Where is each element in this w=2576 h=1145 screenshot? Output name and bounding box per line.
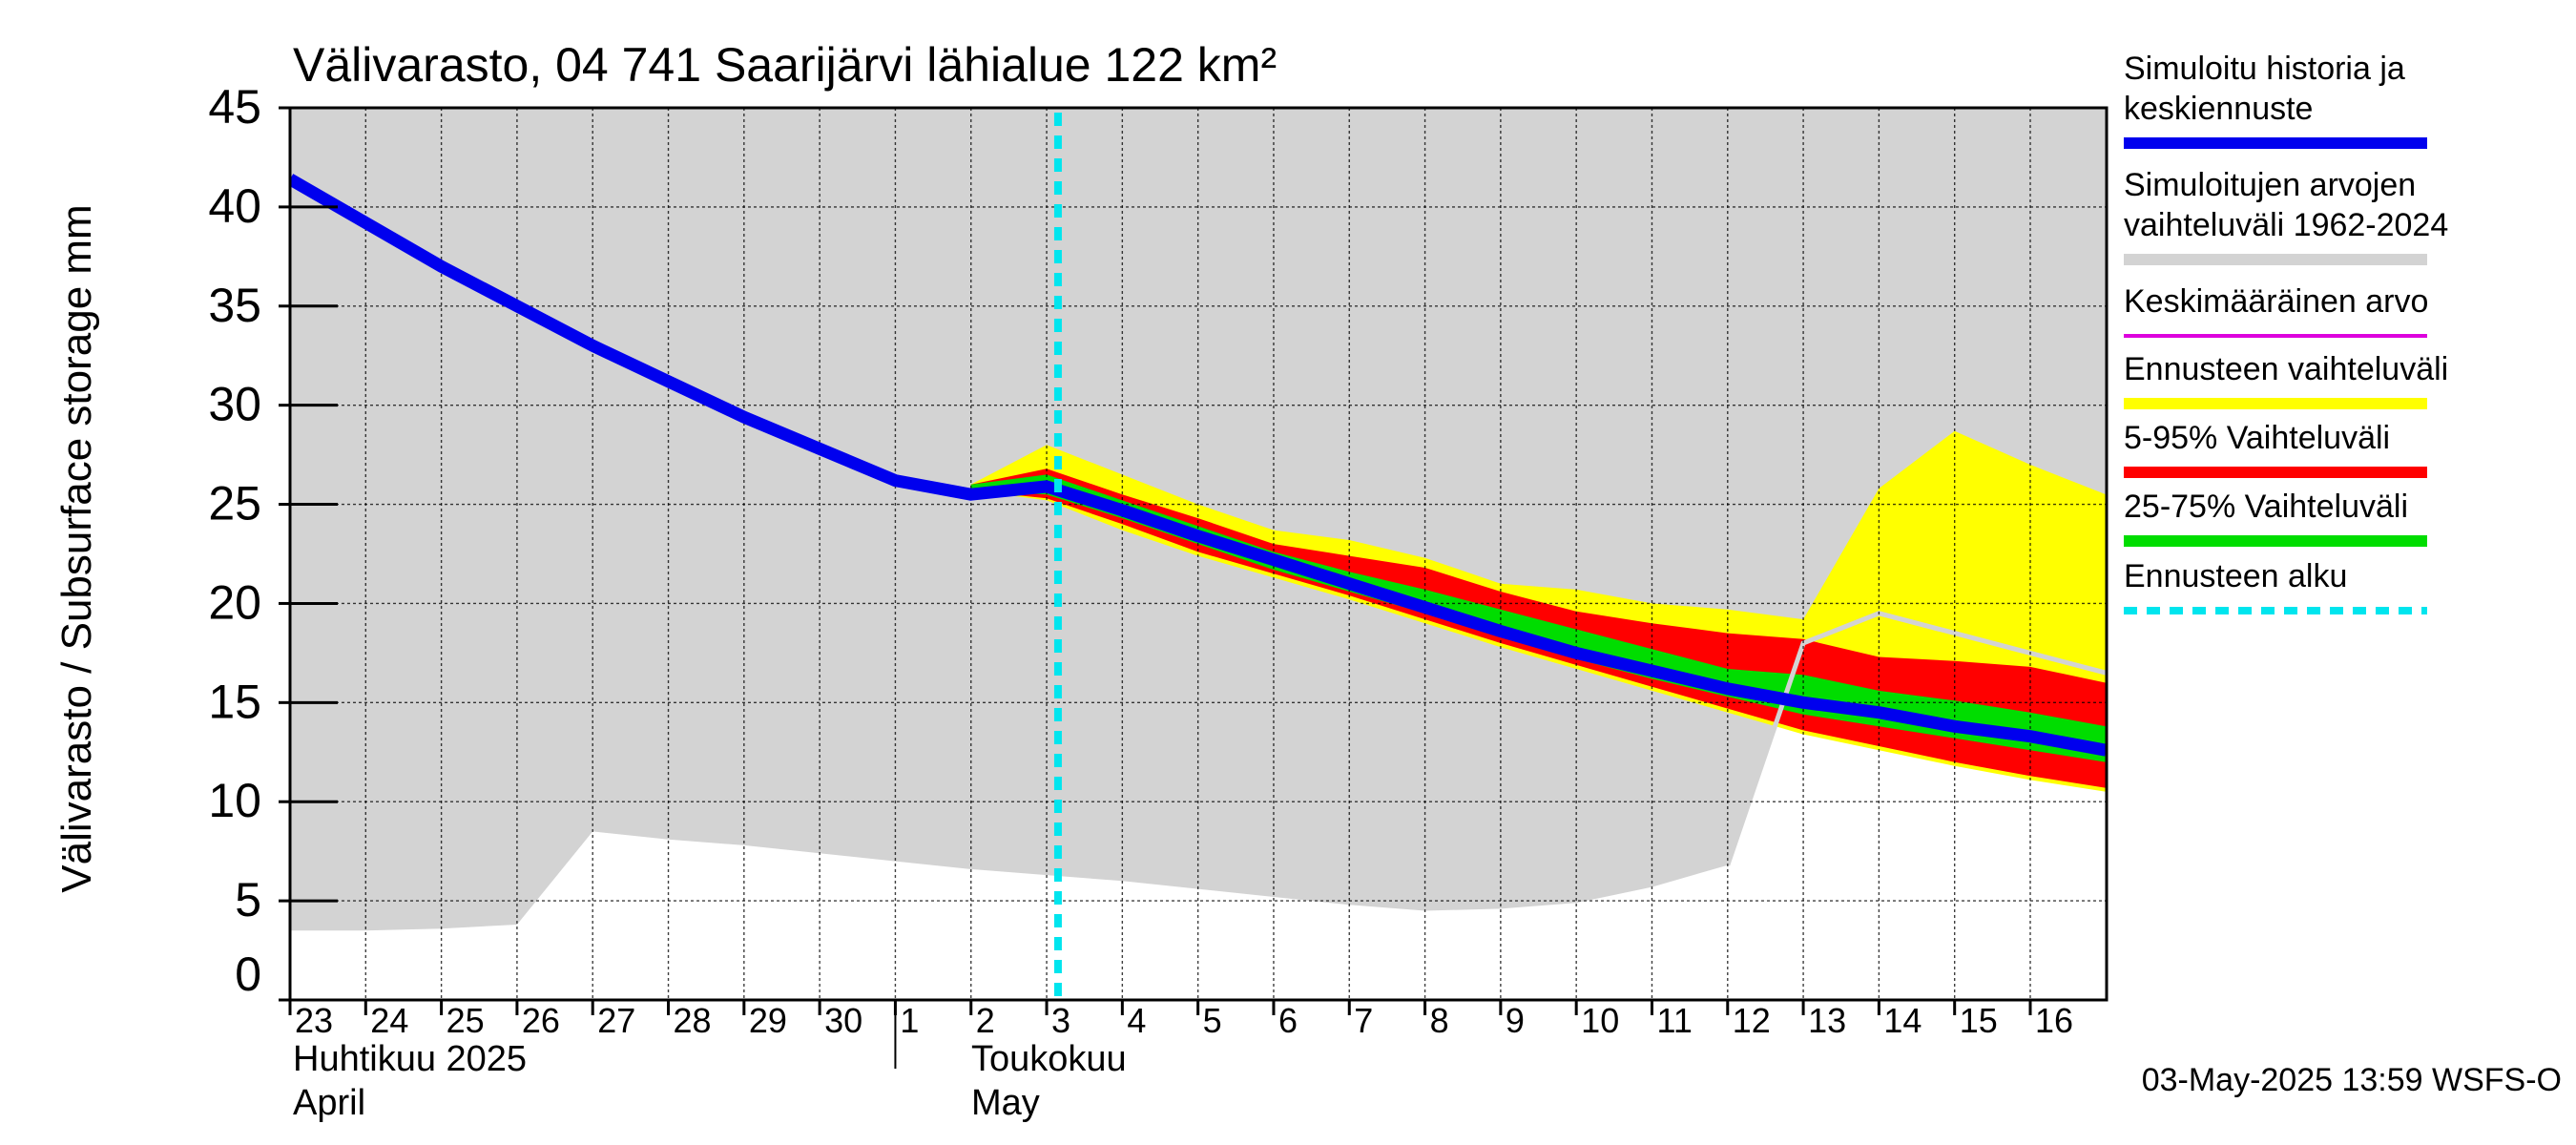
x-tick-label: 8	[1430, 1001, 1449, 1040]
x-tick-label: 15	[1960, 1001, 1998, 1040]
x-tick-label: 1	[900, 1001, 919, 1040]
historical-min-line	[1725, 611, 2107, 866]
x-tick-label: 13	[1808, 1001, 1846, 1040]
y-tick-label: 25	[208, 477, 261, 531]
y-tick-label: 30	[208, 378, 261, 431]
y-tick-label: 10	[208, 774, 261, 827]
legend-label: Simuloitu historia ja	[2124, 51, 2405, 87]
legend-item-simuloitu-historia-ja-keskiennuste: Simuloitu historia ja keskiennuste	[2124, 51, 2427, 149]
x-tick-label: 2	[976, 1001, 995, 1040]
x-tick-label: 23	[295, 1001, 333, 1040]
legend-label: Ennusteen alku	[2124, 558, 2347, 594]
chart-title: Välivarasto, 04 741 Saarijärvi lähialue …	[293, 38, 1277, 92]
y-tick-label: 5	[235, 873, 261, 926]
legend-label: Ennusteen vaihteluväli	[2124, 351, 2448, 387]
legend-label: Keskimääräinen arvo	[2124, 283, 2428, 320]
legend-item-ennusteen-alku: Ennusteen alku	[2124, 558, 2427, 614]
x-tick-label: 28	[674, 1001, 712, 1040]
month-label-april-fi: Huhtikuu 2025	[293, 1039, 527, 1079]
y-axis: 0 5 10 15 20 25 30 35 40 45	[208, 80, 338, 1002]
x-tick-label: 16	[2035, 1001, 2073, 1040]
legend-label: 25-75% Vaihteluväli	[2124, 489, 2408, 525]
y-tick-label: 0	[235, 947, 261, 1001]
legend-label: Simuloitujen arvojen	[2124, 167, 2416, 203]
y-axis-label: Välivarasto / Subsurface storage mm	[53, 204, 100, 892]
legend-item-ennusteen-vaihteluv-li: Ennusteen vaihteluväli	[2124, 351, 2448, 409]
y-tick-label: 15	[208, 675, 261, 728]
x-tick-label: 29	[749, 1001, 787, 1040]
x-tick-label: 9	[1506, 1001, 1525, 1040]
legend: Simuloitu historia jakeskiennusteSimuloi…	[2124, 51, 2448, 614]
x-tick-label: 3	[1051, 1001, 1070, 1040]
legend-label: vaihteluväli 1962-2024	[2124, 207, 2448, 243]
month-label-may-fi: Toukokuu	[971, 1039, 1127, 1079]
x-tick-label: 10	[1581, 1001, 1619, 1040]
legend-item-keskim-r-inen-arvo: Keskimääräinen arvo	[2124, 283, 2428, 338]
month-label-may-en: May	[971, 1083, 1040, 1123]
legend-item-25-75-vaihteluv-li: 25-75% Vaihteluväli	[2124, 489, 2427, 547]
y-tick-label: 35	[208, 279, 261, 332]
x-tick-label: 26	[522, 1001, 560, 1040]
x-tick-label: 24	[370, 1001, 408, 1040]
timestamp: 03-May-2025 13:59 WSFS-O	[2142, 1062, 2562, 1098]
x-tick-label: 12	[1733, 1001, 1771, 1040]
y-tick-label: 45	[208, 80, 261, 134]
legend-item-5-95-vaihteluv-li: 5-95% Vaihteluväli	[2124, 420, 2427, 478]
legend-label: keskiennuste	[2124, 91, 2313, 127]
x-tick-label: 5	[1203, 1001, 1222, 1040]
band-25-75-vaihteluv-li	[970, 474, 2107, 762]
x-tick-label: 7	[1354, 1001, 1373, 1040]
plot-area	[288, 106, 2109, 1002]
x-tick-label: 25	[447, 1001, 485, 1040]
x-tick-label: 14	[1883, 1001, 1922, 1040]
y-tick-label: 20	[208, 575, 261, 629]
x-tick-label: 11	[1656, 1001, 1692, 1040]
x-tick-label: 4	[1127, 1001, 1146, 1040]
x-axis: 23 24 25 26 27 28 29 30 1 2 3 4 5 6 7 8 9 10 11 12 13 14 15 16	[288, 1000, 2073, 1069]
month-label-april-en: April	[293, 1083, 365, 1123]
y-tick-label: 40	[208, 179, 261, 233]
legend-label: 5-95% Vaihteluväli	[2124, 420, 2390, 456]
x-tick-label: 27	[597, 1001, 635, 1040]
series-line-simuloitu-historia-ja-keskiennuste	[290, 174, 2107, 757]
legend-item-simuloitujen-arvojen-vaihteluv-li-1962-2024: Simuloitujen arvojen vaihteluväli 1962-20…	[2124, 167, 2448, 265]
x-tick-label: 6	[1278, 1001, 1298, 1040]
x-tick-label: 30	[824, 1001, 862, 1040]
